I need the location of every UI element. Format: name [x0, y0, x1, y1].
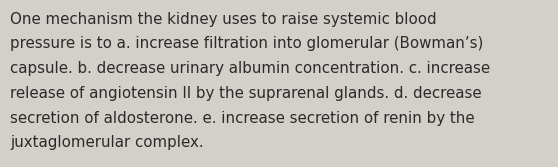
Text: secretion of aldosterone. e. increase secretion of renin by the: secretion of aldosterone. e. increase se…: [10, 111, 475, 126]
Text: pressure is to a. increase filtration into glomerular (Bowman’s): pressure is to a. increase filtration in…: [10, 36, 483, 51]
Text: release of angiotensin II by the suprarenal glands. d. decrease: release of angiotensin II by the suprare…: [10, 86, 482, 101]
Text: One mechanism the kidney uses to raise systemic blood: One mechanism the kidney uses to raise s…: [10, 12, 437, 27]
Text: juxtaglomerular complex.: juxtaglomerular complex.: [10, 135, 204, 150]
Text: capsule. b. decrease urinary albumin concentration. c. increase: capsule. b. decrease urinary albumin con…: [10, 61, 490, 76]
